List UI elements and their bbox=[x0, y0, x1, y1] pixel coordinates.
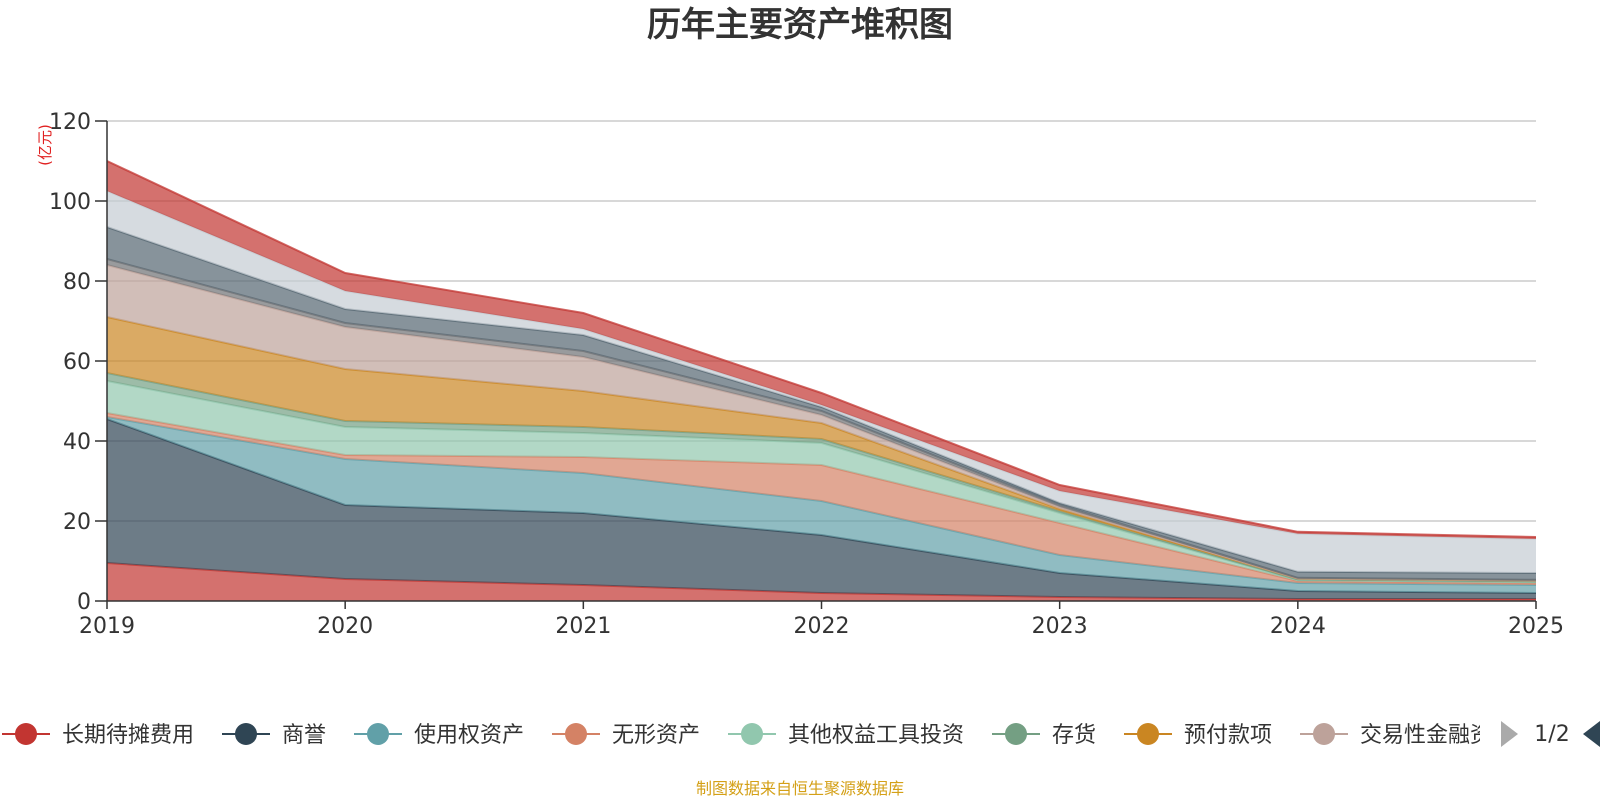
legend-item-0[interactable]: 长期待摊费用 bbox=[2, 723, 194, 748]
legend-label: 其他权益工具投资 bbox=[788, 723, 964, 748]
legend-swatch-dot bbox=[367, 723, 389, 745]
legend-next-page-icon[interactable] bbox=[1583, 721, 1600, 747]
y-tick-label-60: 60 bbox=[63, 350, 91, 375]
legend-item-3[interactable]: 无形资产 bbox=[552, 723, 700, 748]
y-tick-label-0: 0 bbox=[77, 590, 91, 615]
legend-items: 长期待摊费用 商誉 使用权资产 无形资产 其他权益工具投资 存货 预付款项 交易性金融资产 bbox=[2, 723, 1514, 748]
legend-swatch-dot bbox=[235, 723, 257, 745]
legend-item-4[interactable]: 其他权益工具投资 bbox=[728, 723, 964, 748]
legend-page-indicator: 1/2 bbox=[1534, 722, 1569, 747]
legend-swatch-dot bbox=[1313, 723, 1335, 745]
x-tick-label-2024: 2024 bbox=[1270, 614, 1326, 639]
area-series-4 bbox=[107, 381, 1536, 583]
area-series-6 bbox=[107, 317, 1536, 582]
area-series-1 bbox=[107, 419, 1536, 599]
legend-item-5[interactable]: 存货 bbox=[992, 723, 1096, 748]
x-tick-label-2020: 2020 bbox=[317, 614, 373, 639]
x-tick-label-2021: 2021 bbox=[555, 614, 611, 639]
legend-label: 使用权资产 bbox=[414, 723, 524, 748]
legend-swatch-dot bbox=[741, 723, 763, 745]
legend-prev-page-icon[interactable] bbox=[1501, 721, 1518, 747]
y-tick-label-80: 80 bbox=[63, 270, 91, 295]
legend-item-1[interactable]: 商誉 bbox=[222, 723, 326, 748]
x-tick-label-2022: 2022 bbox=[794, 614, 850, 639]
legend-swatch-dot bbox=[15, 723, 37, 745]
area-series-group bbox=[106, 160, 1537, 601]
legend-swatch-dot bbox=[565, 723, 587, 745]
y-tick-label-40: 40 bbox=[63, 430, 91, 455]
area-series-2 bbox=[107, 417, 1536, 593]
chart-title: 历年主要资产堆积图 bbox=[647, 5, 953, 45]
legend-label: 商誉 bbox=[282, 723, 326, 748]
data-source-note: 制图数据来自恒生聚源数据库 bbox=[696, 779, 904, 798]
legend-item-7[interactable]: 交易性金融资产 bbox=[1300, 723, 1514, 748]
y-axis-unit-label: (亿元) bbox=[36, 124, 54, 166]
y-tick-label-120: 120 bbox=[49, 110, 91, 135]
x-tick-label-2025: 2025 bbox=[1508, 614, 1564, 639]
legend-label: 预付款项 bbox=[1184, 723, 1272, 748]
legend-item-2[interactable]: 使用权资产 bbox=[354, 723, 524, 748]
x-tick-label-2023: 2023 bbox=[1032, 614, 1088, 639]
x-tick-label-2019: 2019 bbox=[79, 614, 135, 639]
axes: 2019 2020 2021 2022 2023 2024 2025 bbox=[79, 121, 1564, 639]
legend-item-6[interactable]: 预付款项 bbox=[1124, 723, 1272, 748]
area-series-0 bbox=[107, 563, 1536, 601]
y-tick-label-100: 100 bbox=[49, 190, 91, 215]
area-series-5 bbox=[107, 373, 1536, 583]
legend: 长期待摊费用 商誉 使用权资产 无形资产 其他权益工具投资 存货 预付款项 交易性金融资产 1/… bbox=[2, 721, 1600, 748]
legend-swatch-dot bbox=[1005, 723, 1027, 745]
legend-label: 交易性金融资产 bbox=[1360, 723, 1514, 748]
legend-label: 无形资产 bbox=[612, 723, 700, 748]
y-tick-label-20: 20 bbox=[63, 510, 91, 535]
area-series-line-11 bbox=[106, 160, 1537, 538]
legend-label: 存货 bbox=[1052, 723, 1096, 748]
legend-label: 长期待摊费用 bbox=[62, 723, 194, 748]
legend-swatch-dot bbox=[1137, 723, 1159, 745]
area-series-8 bbox=[107, 259, 1536, 581]
area-series-7 bbox=[107, 265, 1536, 581]
